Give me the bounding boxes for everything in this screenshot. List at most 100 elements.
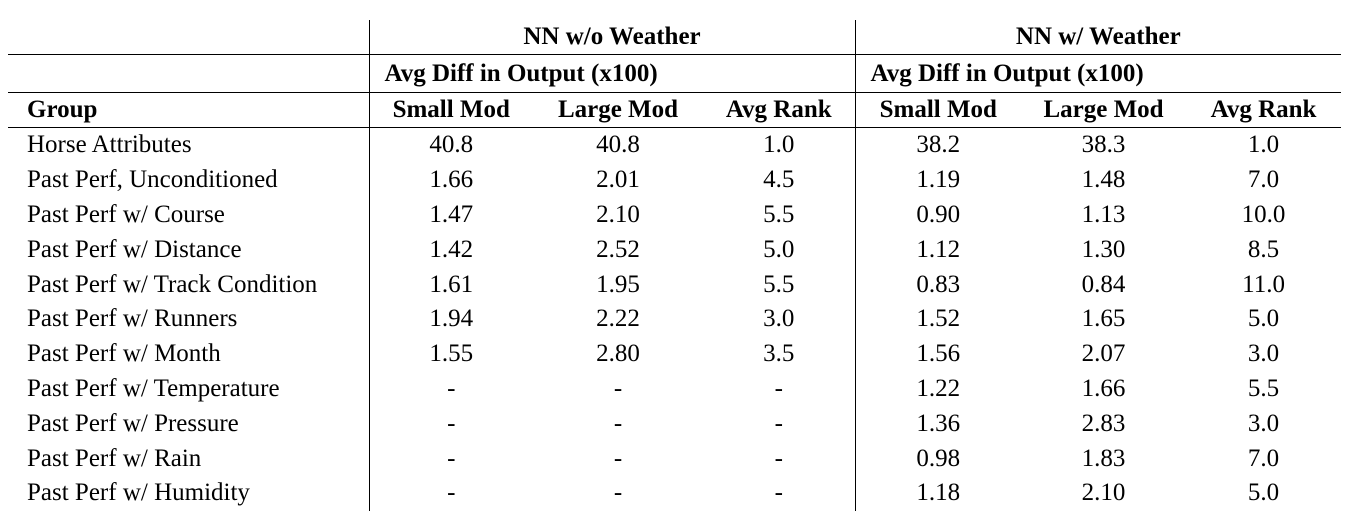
avg-rank-cell: 5.5	[1247, 374, 1280, 402]
avg-rank-cell: -	[774, 409, 783, 437]
large-mod-cell: 1.48	[1081, 166, 1126, 194]
column-header-group: Group	[8, 92, 369, 128]
avg-rank-cell: 4.5	[763, 166, 795, 194]
avg-rank-cell: 3.5	[763, 340, 795, 368]
avg-rank-cell: 8.5	[1247, 235, 1280, 263]
small-mod-cell: 1.47	[368, 197, 533, 233]
avg-rank-cell: 5.0	[1247, 305, 1280, 333]
small-mod-cell: 1.55	[368, 336, 533, 372]
avg-rank-cell: -	[774, 479, 783, 507]
small-mod-cell: 1.42	[368, 232, 533, 268]
column-header-avg-rank-a: Avg Rank	[703, 92, 856, 128]
large-mod-cell: 1.65	[1081, 305, 1126, 333]
avg-rank-cell: 5.0	[763, 235, 795, 263]
avg-rank-cell: 3.0	[763, 305, 795, 333]
large-mod-cell: -	[613, 374, 623, 402]
table-row: Horse Attributes 40.8 40.8 1.0 38.2 38.3 1.0	[8, 127, 1341, 163]
small-mod-cell: 1.18	[854, 475, 1022, 511]
small-mod-cell: 1.19	[854, 162, 1022, 198]
column-header-small-mod-a: Small Mod	[368, 92, 533, 128]
small-mod-cell: -	[368, 475, 533, 511]
avg-rank-cell: 10.0	[1241, 200, 1286, 228]
large-mod-cell: 2.52	[596, 235, 640, 263]
table-row: Past Perf w/ Rain - - - 0.98 1.83 7.0	[8, 441, 1341, 476]
small-mod-cell: 0.90	[854, 197, 1022, 233]
avg-rank-cell: 5.5	[763, 200, 795, 228]
avg-rank-cell: -	[774, 444, 783, 472]
header-blank-mid	[8, 54, 369, 93]
group-cell: Past Perf w/ Humidity	[27, 479, 250, 507]
large-mod-cell: 2.10	[1081, 479, 1126, 507]
large-mod-cell: -	[613, 444, 623, 472]
column-header-small-mod-b: Small Mod	[854, 92, 1022, 128]
table-row: Past Perf w/ Distance 1.42 2.52 5.0 1.12 1.30…	[8, 232, 1341, 268]
large-mod-cell: 1.83	[1081, 444, 1126, 472]
group-cell: Past Perf, Unconditioned	[27, 166, 278, 194]
group-cell: Horse Attributes	[27, 131, 192, 159]
table-row: Past Perf w/ Temperature - - - 1.22 1.66 5.5	[8, 371, 1341, 407]
feature-importance-table: NN w/o Weather NN w/ Weather Avg Diff in…	[8, 20, 1342, 511]
large-mod-cell: -	[613, 479, 623, 507]
table-row: Past Perf w/ Humidity - - - 1.18 2.10 5.0	[8, 475, 1341, 511]
small-mod-cell: 1.66	[368, 162, 533, 198]
group-header-no-weather: NN w/o Weather	[368, 20, 856, 55]
small-mod-cell: 1.61	[368, 267, 533, 302]
group-cell: Past Perf w/ Month	[27, 340, 221, 368]
column-header-large-mod-b: Large Mod	[1021, 92, 1187, 128]
table-body: Horse Attributes 40.8 40.8 1.0 38.2 38.3 1.0 Pa…	[8, 127, 1341, 511]
table-row: Past Perf w/ Pressure - - - 1.36 2.83 3.0	[8, 406, 1341, 442]
group-cell: Past Perf w/ Distance	[27, 235, 242, 263]
large-mod-cell: 0.84	[1081, 270, 1126, 298]
small-mod-cell: 1.94	[368, 301, 533, 337]
column-header-avg-rank-b: Avg Rank	[1186, 92, 1342, 128]
avg-rank-cell: 7.0	[1247, 166, 1280, 194]
avg-rank-cell: 7.0	[1247, 444, 1280, 472]
large-mod-cell: 2.22	[596, 305, 640, 333]
column-header-large-mod-a: Large Mod	[533, 92, 703, 128]
small-mod-cell: -	[368, 441, 533, 476]
large-mod-cell: 1.13	[1081, 200, 1126, 228]
table-row: Past Perf w/ Month 1.55 2.80 3.5 1.56 2.07 3.0	[8, 336, 1341, 372]
large-mod-cell: -	[613, 409, 623, 437]
avg-rank-cell: 1.0	[1247, 131, 1280, 159]
table-row: Past Perf w/ Course 1.47 2.10 5.5 0.90 1.13 10…	[8, 197, 1341, 233]
large-mod-cell: 2.01	[596, 166, 640, 194]
large-mod-cell: 2.10	[596, 200, 640, 228]
large-mod-cell: 38.3	[1081, 131, 1126, 159]
subheader-no-weather: Avg Diff in Output (x100)	[368, 54, 856, 93]
small-mod-cell: 1.52	[854, 301, 1022, 337]
small-mod-cell: 1.12	[854, 232, 1022, 268]
small-mod-cell: 1.36	[854, 406, 1022, 442]
subheader-with-weather: Avg Diff in Output (x100)	[854, 54, 1342, 93]
group-cell: Past Perf w/ Temperature	[27, 374, 280, 402]
small-mod-cell: 0.83	[854, 267, 1022, 302]
group-cell: Past Perf w/ Runners	[27, 305, 238, 333]
large-mod-cell: 2.80	[596, 340, 640, 368]
large-mod-cell: 1.30	[1081, 235, 1126, 263]
small-mod-cell: 40.8	[368, 127, 533, 163]
table-row: Past Perf, Unconditioned 1.66 2.01 4.5 1.19 1…	[8, 162, 1341, 198]
small-mod-cell: -	[368, 371, 533, 407]
avg-rank-cell: 1.0	[763, 131, 795, 159]
avg-rank-cell: 5.5	[763, 270, 795, 298]
small-mod-cell: 38.2	[854, 127, 1022, 163]
avg-rank-cell: 3.0	[1247, 409, 1280, 437]
group-cell: Past Perf w/ Rain	[27, 444, 202, 472]
group-header-with-weather: NN w/ Weather	[854, 20, 1342, 55]
table-row: Past Perf w/ Runners 1.94 2.22 3.0 1.52 1.65 5…	[8, 301, 1341, 337]
avg-rank-cell: 11.0	[1242, 270, 1285, 298]
group-cell: Past Perf w/ Track Condition	[27, 270, 318, 298]
avg-rank-cell: -	[774, 374, 783, 402]
small-mod-cell: 1.56	[854, 336, 1022, 372]
large-mod-cell: 2.83	[1081, 409, 1126, 437]
large-mod-cell: 1.95	[596, 270, 640, 298]
small-mod-cell: -	[368, 406, 533, 442]
group-cell: Past Perf w/ Course	[27, 200, 225, 228]
table-row: Past Perf w/ Track Condition 1.61 1.95 5.5 0…	[8, 267, 1341, 302]
avg-rank-cell: 5.0	[1247, 479, 1280, 507]
small-mod-cell: 1.22	[854, 371, 1022, 407]
large-mod-cell: 2.07	[1081, 340, 1126, 368]
avg-rank-cell: 3.0	[1247, 340, 1280, 368]
small-mod-cell: 0.98	[854, 441, 1022, 476]
